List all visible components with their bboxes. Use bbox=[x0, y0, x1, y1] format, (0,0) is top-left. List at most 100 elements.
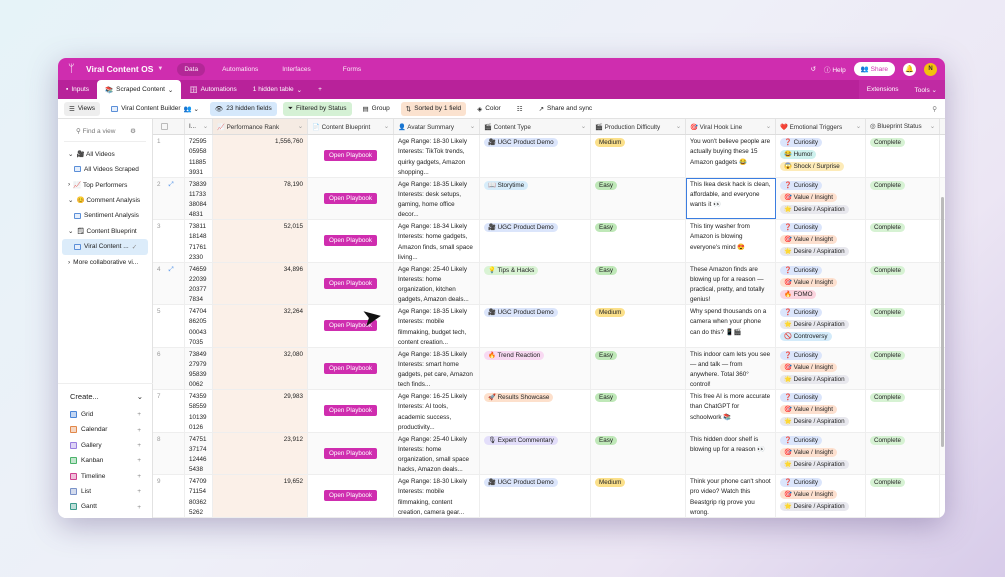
viral-hook-cell[interactable]: This hidden door shelf is blowing up for… bbox=[686, 432, 776, 474]
video-id-cell[interactable]: 7475137174124465438 bbox=[185, 432, 213, 474]
production-difficulty-cell[interactable]: Medium bbox=[591, 305, 686, 347]
chevron-down-icon[interactable]: ⌄ bbox=[383, 123, 389, 130]
production-difficulty-cell[interactable]: Easy bbox=[591, 177, 686, 219]
viral-hook-cell[interactable]: This free AI is more accurate than ChatG… bbox=[686, 390, 776, 432]
avatar-summary-cell[interactable]: Age Range: 18-35 Likely Interests: mobil… bbox=[394, 305, 480, 347]
open-playbook-button[interactable]: Open Playbook bbox=[323, 150, 378, 162]
column-header[interactable]: 🎯 Viral Hook Line ⌄ bbox=[686, 119, 776, 134]
open-playbook-button[interactable]: Open Playbook bbox=[323, 490, 378, 502]
chevron-down-icon[interactable]: ⌄ bbox=[469, 123, 475, 130]
emotional-triggers-cell[interactable]: ❓ Curiosity 🌟 Desire / Aspiration 🚫 Contro… bbox=[776, 305, 866, 347]
chevron-down-icon[interactable]: ⌄ bbox=[675, 123, 681, 130]
row-number[interactable]: 3 bbox=[153, 220, 185, 262]
table-row[interactable]: 2 ⤢ 7383911733380844831 78,190 Open Playbook… bbox=[153, 177, 945, 220]
gear-icon[interactable]: ⚙ bbox=[130, 128, 136, 135]
sidebar-item[interactable]: Sentiment Analysis bbox=[58, 208, 152, 224]
viral-hook-cell[interactable]: This tiny washer from Amazon is blowing … bbox=[686, 220, 776, 262]
content-type-cell[interactable]: 🎙 Expert Commentary bbox=[480, 432, 591, 474]
emotional-triggers-cell[interactable]: ❓ Curiosity 🎯 Value / Insight 🌟 Desire / A… bbox=[776, 475, 866, 517]
column-header[interactable]: 📈 Performance Rank ⌄ bbox=[213, 119, 308, 134]
plus-icon[interactable]: + bbox=[137, 426, 141, 434]
content-type-cell[interactable]: 💡 Tips & Hacks bbox=[480, 262, 591, 304]
content-type-cell[interactable]: 🎥 UGC Product Demo bbox=[480, 305, 591, 347]
blueprint-status-cell[interactable]: Complete bbox=[866, 220, 940, 262]
row-height-icon[interactable]: ☷ bbox=[516, 105, 523, 113]
viral-hook-cell[interactable]: These Amazon finds are blowing up for a … bbox=[686, 262, 776, 304]
tab-automations[interactable]: 🗄 Automations bbox=[189, 86, 237, 94]
table-row[interactable]: 7 7435958559101390126 29,983 Open Playbook A… bbox=[153, 390, 945, 433]
extensions-button[interactable]: Extensions bbox=[866, 86, 899, 93]
avatar-summary-cell[interactable]: Age Range: 16-25 Likely Interests: AI to… bbox=[394, 390, 480, 432]
video-id-cell[interactable]: 7384927979958390062 bbox=[185, 347, 213, 389]
blueprint-status-cell[interactable]: Complete bbox=[866, 305, 940, 347]
table-row[interactable]: 8 7475137174124465438 23,912 Open Playbook A… bbox=[153, 432, 945, 475]
plus-icon[interactable]: + bbox=[137, 503, 141, 511]
tab-inputs[interactable]: ▪ Inputs bbox=[66, 86, 90, 93]
column-header[interactable]: 👤 Avatar Summary ⌄ bbox=[394, 119, 480, 134]
plus-icon[interactable]: + bbox=[137, 411, 141, 419]
content-type-cell[interactable]: 🔥 Trend Reaction bbox=[480, 347, 591, 389]
search-icon[interactable]: ⚲ bbox=[932, 105, 937, 113]
hidden-fields-button[interactable]: 👁 23 hidden fields bbox=[209, 101, 277, 116]
emotional-triggers-cell[interactable]: ❓ Curiosity 🎯 Value / Insight 🌟 Desire / A… bbox=[776, 220, 866, 262]
row-number[interactable]: 9 bbox=[153, 475, 185, 517]
viral-hook-cell[interactable]: This indoor cam lets you see — and talk … bbox=[686, 347, 776, 389]
emotional-triggers-cell[interactable]: ❓ Curiosity 🎯 Value / Insight 🌟 Desire / A… bbox=[776, 432, 866, 474]
video-id-cell[interactable]: 7381118148717612330 bbox=[185, 220, 213, 262]
row-number[interactable]: 2 ⤢ bbox=[153, 177, 185, 219]
sidebar-item[interactable]: › 📈 Top Performers bbox=[58, 177, 152, 193]
row-number[interactable]: 7 bbox=[153, 390, 185, 432]
nav-forms[interactable]: Forms bbox=[342, 65, 362, 73]
emotional-triggers-cell[interactable]: ❓ Curiosity 🎯 Value / Insight 🔥 FOMO bbox=[776, 262, 866, 304]
viral-hook-cell[interactable]: This Ikea desk hack is clean, affordable… bbox=[686, 177, 776, 219]
expand-row-icon[interactable]: ⤢ bbox=[168, 265, 174, 273]
production-difficulty-cell[interactable]: Easy bbox=[591, 347, 686, 389]
create-list-view[interactable]: List + bbox=[58, 484, 153, 499]
create-kanban-view[interactable]: Kanban + bbox=[58, 453, 153, 468]
sidebar-item[interactable]: ⌄ 😊 Comment Analysis bbox=[58, 193, 152, 209]
video-id-cell[interactable]: 7470971154803625262 bbox=[185, 475, 213, 517]
table-row[interactable]: 4 ⤢ 7465922039203777834 34,896 Open Playbook… bbox=[153, 262, 945, 305]
production-difficulty-cell[interactable]: Medium bbox=[591, 475, 686, 517]
emotional-triggers-cell[interactable]: ❓ Curiosity 🎯 Value / Insight 🌟 Desire / A… bbox=[776, 177, 866, 219]
avatar-summary-cell[interactable]: Age Range: 25-40 Likely Interests: home … bbox=[394, 262, 480, 304]
table-row[interactable]: 6 7384927979958390062 32,080 Open Playbook A… bbox=[153, 347, 945, 390]
viral-hook-cell[interactable]: Why spend thousands on a camera when you… bbox=[686, 305, 776, 347]
sidebar-item[interactable]: All Videos Scraped bbox=[58, 162, 152, 178]
column-header[interactable]: 🎬 Content Type ⌄ bbox=[480, 119, 591, 134]
emotional-triggers-cell[interactable]: ❓ Curiosity 😂 Humor 😱 Shock / Surprise bbox=[776, 135, 866, 177]
nav-data[interactable]: Data bbox=[177, 62, 206, 76]
blueprint-status-cell[interactable]: Complete bbox=[866, 347, 940, 389]
performance-rank-cell[interactable]: 19,652 bbox=[213, 475, 308, 517]
history-icon[interactable]: ↺ bbox=[810, 66, 817, 73]
open-playbook-button[interactable]: Open Playbook bbox=[323, 277, 378, 289]
group-button[interactable]: ▤ Group bbox=[362, 105, 390, 113]
share-sync-button[interactable]: ↗ Share and sync bbox=[538, 105, 593, 113]
hidden-tables-dropdown[interactable]: 1 hidden table ⌄ bbox=[252, 86, 303, 94]
select-all-checkbox[interactable] bbox=[153, 119, 185, 134]
tools-button[interactable]: Tools ⌄ bbox=[914, 86, 937, 94]
create-view-header[interactable]: Create... ⌄ bbox=[58, 384, 153, 407]
emotional-triggers-cell[interactable]: ❓ Curiosity 🎯 Value / Insight 🌟 Desire / A… bbox=[776, 347, 866, 389]
plus-icon[interactable]: + bbox=[137, 472, 141, 480]
expand-row-icon[interactable]: ⤢ bbox=[168, 180, 174, 188]
emotional-triggers-cell[interactable]: ❓ Curiosity 🎯 Value / Insight 🌟 Desire / A… bbox=[776, 390, 866, 432]
production-difficulty-cell[interactable]: Easy bbox=[591, 432, 686, 474]
avatar-summary-cell[interactable]: Age Range: 18-30 Likely Interests: TikTo… bbox=[394, 135, 480, 177]
blueprint-status-cell[interactable]: Complete bbox=[866, 475, 940, 517]
video-id-cell[interactable]: 7470486205000437035 bbox=[185, 305, 213, 347]
content-type-cell[interactable]: 🚀 Results Showcase bbox=[480, 390, 591, 432]
blueprint-status-cell[interactable]: Complete bbox=[866, 432, 940, 474]
avatar[interactable]: N bbox=[924, 62, 937, 76]
create-calendar-view[interactable]: Calendar + bbox=[58, 422, 153, 437]
chevron-down-icon[interactable]: ▼ bbox=[157, 66, 164, 72]
table-row[interactable]: 3 7381118148717612330 52,015 Open Playbook A… bbox=[153, 220, 945, 263]
blueprint-status-cell[interactable]: Complete bbox=[866, 135, 940, 177]
production-difficulty-cell[interactable]: Medium bbox=[591, 135, 686, 177]
plus-icon[interactable]: + bbox=[137, 488, 141, 496]
create-timeline-view[interactable]: Timeline + bbox=[58, 469, 153, 484]
sort-button[interactable]: ⇅ Sorted by 1 field bbox=[400, 101, 467, 116]
help-button[interactable]: ⓘ Help bbox=[824, 67, 846, 74]
open-playbook-button[interactable]: Open Playbook bbox=[323, 235, 378, 247]
video-id-cell[interactable]: 7259505958118853931 bbox=[185, 135, 213, 177]
